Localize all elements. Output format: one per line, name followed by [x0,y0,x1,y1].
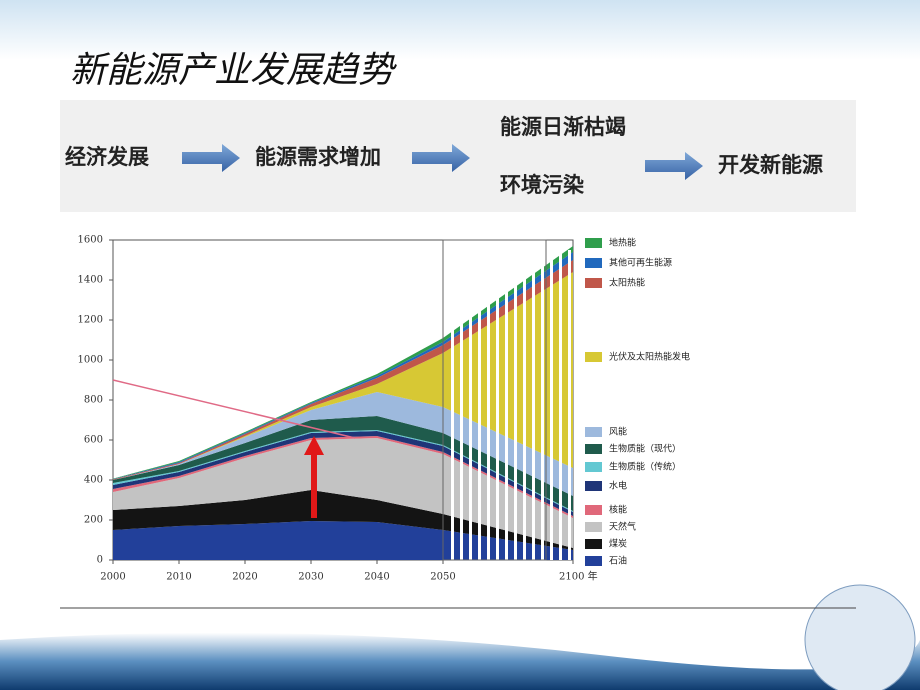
legend-swatch [585,556,602,566]
legend-label: 其他可再生能源 [609,257,672,269]
trend-line [112,379,356,439]
stripe [496,250,499,560]
legend-label: 光伏及太阳热能发电 [609,351,690,363]
flow-arrow [645,152,703,180]
legend-swatch [585,258,602,268]
stripe [478,250,481,560]
legend-label: 地热能 [609,237,636,249]
area [113,490,573,550]
x-tick-label: 2100 年 [559,570,598,583]
x-tick-label: 2050 [430,572,455,583]
y-tick-label: 1000 [78,355,103,366]
legend-swatch [585,278,602,288]
area [113,521,573,560]
x-tick-label: 2030 [298,572,323,583]
header-band [0,0,920,60]
legend-swatch [585,462,602,472]
y-tick-label: 200 [84,515,103,526]
legend-swatch [585,522,602,532]
stripe [451,250,454,560]
arrow-head [304,436,324,455]
y-tick-label: 600 [84,435,103,446]
legend-swatch [585,238,602,248]
x-tick-label: 2040 [364,572,389,583]
flow-result: 开发新能源 [718,153,823,177]
legend-label: 太阳热能 [609,277,645,289]
y-tick-label: 400 [84,475,103,486]
legend-label: 水电 [609,480,627,492]
globe-decoration [804,584,916,690]
flow-step: 能源需求增加 [255,145,381,169]
y-tick-label: 1200 [78,315,103,326]
stripe [469,250,472,560]
x-tick-label: 2000 [100,572,125,583]
stripe [550,250,553,560]
legend-swatch [585,352,602,362]
stripe [523,250,526,560]
footer-wave [0,632,920,690]
flow-cause: 环境污染 [500,173,584,197]
legend-swatch [585,444,602,454]
x-tick-label: 2020 [232,572,257,583]
projection-box [442,239,547,561]
flow-arrow [182,144,240,172]
slide-title: 新能源产业发展趋势 [70,50,397,91]
y-tick-label: 800 [84,395,103,406]
stripe [487,250,490,560]
y-tick-label: 1400 [78,275,103,286]
legend-label: 核能 [609,504,627,516]
legend-label: 生物质能（现代） [609,443,681,455]
area [113,438,573,548]
y-tick-label: 0 [97,555,103,566]
y-tick-label: 1600 [78,235,103,246]
chart: 0 200 400 600 800 1000 1200 1400 1600 2000 2010 202… [78,235,690,583]
x-tick-label: 2010 [166,572,191,583]
area [113,392,573,496]
stripe [541,250,544,560]
legend-label: 石油 [609,555,627,567]
stripe [559,250,562,560]
stripe [505,250,508,560]
legend-swatch [585,539,602,549]
legend-label: 风能 [609,426,627,438]
flow-step: 经济发展 [65,145,149,169]
legend-swatch [585,427,602,437]
legend-label: 生物质能（传统） [609,461,681,473]
flow-arrow [412,144,470,172]
stripe [460,250,463,560]
flow-cause: 能源日渐枯竭 [500,115,626,139]
legend-swatch [585,481,602,491]
legend-label: 天然气 [609,521,636,533]
stripe [532,250,535,560]
legend-swatch [585,505,602,515]
stripe [568,250,571,560]
stripe [514,250,517,560]
legend-label: 煤炭 [609,538,627,550]
